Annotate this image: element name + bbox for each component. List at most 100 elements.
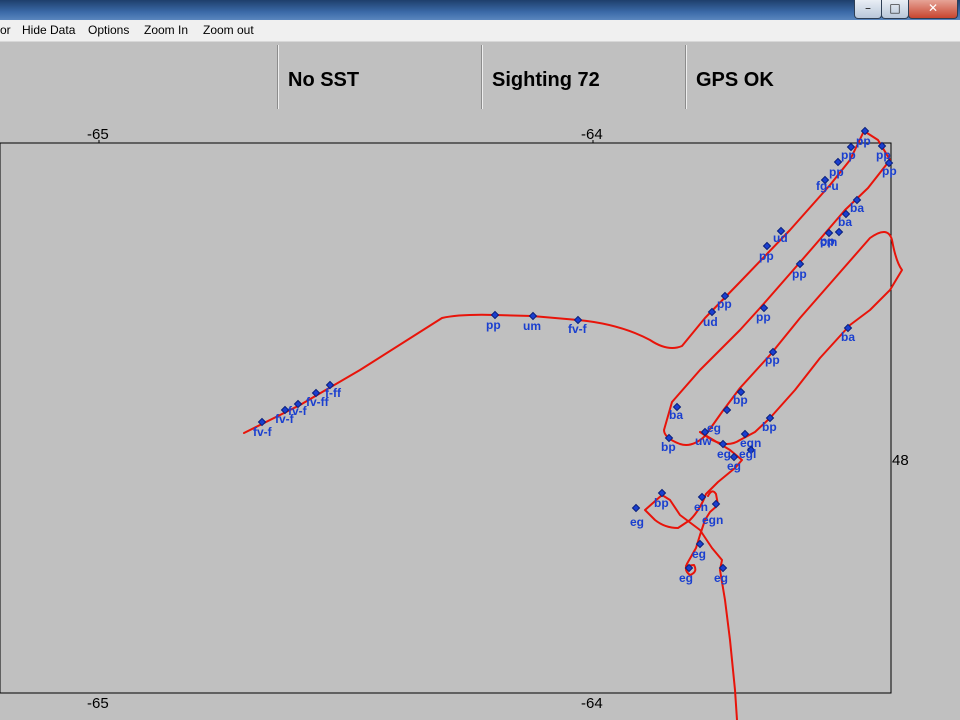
waypoint-label: pp bbox=[486, 318, 501, 332]
waypoint-label: eg bbox=[692, 547, 706, 561]
waypoint-marker-icon bbox=[695, 539, 705, 549]
waypoint: ud bbox=[773, 226, 788, 245]
waypoint: bp bbox=[733, 387, 748, 407]
waypoint-label: pp bbox=[759, 249, 774, 263]
waypoint-marker-icon bbox=[720, 291, 730, 301]
status-panel-sst: No SST bbox=[277, 45, 482, 109]
lon-tick-bottom-64: -64 bbox=[581, 695, 603, 712]
waypoint: fv-f bbox=[253, 417, 273, 439]
waypoint-marker-icon bbox=[718, 439, 728, 449]
waypoint-label: pp bbox=[876, 148, 891, 162]
sighting-status: Sighting 72 bbox=[492, 69, 600, 91]
waypoint-label: bp bbox=[661, 440, 676, 454]
waypoint: pp bbox=[882, 158, 897, 178]
waypoint: eg bbox=[679, 563, 694, 585]
waypoint-marker-icon bbox=[824, 228, 834, 238]
map-frame bbox=[0, 142, 892, 694]
menu-item-hide-data[interactable]: Hide Data bbox=[22, 23, 76, 37]
waypoint-marker-icon bbox=[293, 399, 303, 409]
waypoint: ba bbox=[841, 323, 855, 344]
waypoint: eg bbox=[707, 405, 732, 435]
waypoint-label: eg bbox=[717, 447, 731, 461]
waypoint-label: cm bbox=[820, 235, 837, 249]
waypoint-marker-icon bbox=[833, 157, 843, 167]
waypoint-marker-icon bbox=[746, 445, 756, 455]
waypoint-label: eg bbox=[630, 515, 644, 529]
waypoint: fv-f bbox=[568, 315, 588, 336]
lon-tick-top-65: -65 bbox=[87, 126, 109, 143]
waypoint: egn bbox=[702, 499, 723, 527]
waypoint-marker-icon bbox=[657, 488, 667, 498]
waypoint: ud bbox=[703, 307, 718, 329]
waypoint-marker-icon bbox=[325, 380, 335, 390]
gps-status: GPS OK bbox=[696, 69, 774, 91]
menu-item-zoom-in[interactable]: Zoom In bbox=[144, 23, 189, 37]
waypoint-label: bp bbox=[762, 420, 777, 434]
waypoint-label: ud bbox=[773, 231, 788, 245]
waypoint: pp bbox=[829, 157, 844, 179]
waypoint: pp bbox=[876, 141, 891, 162]
waypoint-label: fv-f bbox=[275, 412, 295, 426]
waypoint-marker-icon bbox=[877, 141, 887, 151]
waypoint-label: fv-f bbox=[568, 322, 588, 336]
waypoint-marker-icon bbox=[672, 402, 682, 412]
waypoint-marker-icon bbox=[697, 492, 707, 502]
waypoint-marker-icon bbox=[860, 126, 870, 136]
waypoint-marker-icon bbox=[257, 417, 267, 427]
waypoint: pp bbox=[486, 310, 501, 332]
menu-item-options[interactable]: Options bbox=[88, 23, 130, 37]
status-panel-gps: GPS OK bbox=[685, 45, 960, 109]
waypoint-label: pp bbox=[856, 134, 871, 148]
waypoint-label: en bbox=[694, 500, 708, 514]
waypoint-marker-icon bbox=[841, 209, 851, 219]
waypoint-label: fv-f bbox=[253, 425, 273, 439]
lon-tick-bottom-65: -65 bbox=[87, 695, 109, 712]
maximize-button[interactable]: □ bbox=[881, 0, 909, 19]
close-button[interactable]: ✕ bbox=[908, 0, 958, 19]
waypoint: f-ff bbox=[325, 380, 342, 400]
waypoint: eg bbox=[692, 539, 706, 561]
waypoint: pp bbox=[759, 241, 774, 263]
track-segment-south bbox=[644, 431, 743, 720]
waypoint-label: egl bbox=[739, 447, 756, 461]
waypoint: eg bbox=[630, 503, 644, 529]
waypoint-label: pp bbox=[765, 353, 780, 367]
waypoint-marker-icon bbox=[852, 195, 862, 205]
waypoint-label: pp bbox=[820, 234, 835, 248]
waypoint-label: ud bbox=[703, 315, 718, 329]
waypoint-label: eg bbox=[679, 571, 693, 585]
waypoint: fv-f bbox=[275, 405, 295, 426]
waypoint: pp bbox=[756, 303, 771, 324]
waypoint-marker-icon bbox=[664, 433, 674, 443]
track-segment-loop bbox=[684, 490, 719, 576]
waypoint-label: fv-f bbox=[288, 404, 308, 418]
waypoint-label: pp bbox=[882, 164, 897, 178]
waypoint-label: eg bbox=[707, 421, 721, 435]
menu-item-partial[interactable]: or bbox=[0, 23, 11, 37]
waypoint-marker-icon bbox=[795, 259, 805, 269]
waypoint-label: um bbox=[523, 319, 541, 333]
waypoint: ba bbox=[850, 195, 864, 215]
sst-status: No SST bbox=[288, 69, 360, 91]
waypoint-marker-icon bbox=[311, 388, 321, 398]
waypoint-marker-icon bbox=[846, 142, 856, 152]
waypoint-label: pp bbox=[792, 267, 807, 281]
waypoint: uw bbox=[695, 427, 712, 448]
waypoint-label: fv-ff bbox=[306, 395, 330, 409]
minimize-button[interactable]: – bbox=[854, 0, 882, 19]
status-panel-sighting: Sighting 72 bbox=[481, 45, 686, 109]
menu-item-zoom-out[interactable]: Zoom out bbox=[203, 23, 254, 37]
waypoint: eg bbox=[714, 563, 728, 585]
waypoint-label: ba bbox=[669, 408, 683, 422]
waypoint-marker-icon bbox=[528, 311, 538, 321]
close-icon: ✕ bbox=[927, 1, 939, 15]
waypoint-marker-icon bbox=[707, 307, 717, 317]
waypoint-marker-icon bbox=[711, 499, 721, 509]
waypoint: fv-f bbox=[288, 399, 308, 418]
window-titlebar: – □ ✕ bbox=[0, 0, 960, 20]
waypoint-marker-icon bbox=[736, 387, 746, 397]
waypoint: pp bbox=[820, 228, 835, 248]
waypoint: bp bbox=[654, 488, 669, 510]
waypoint: fv-ff bbox=[306, 388, 330, 409]
